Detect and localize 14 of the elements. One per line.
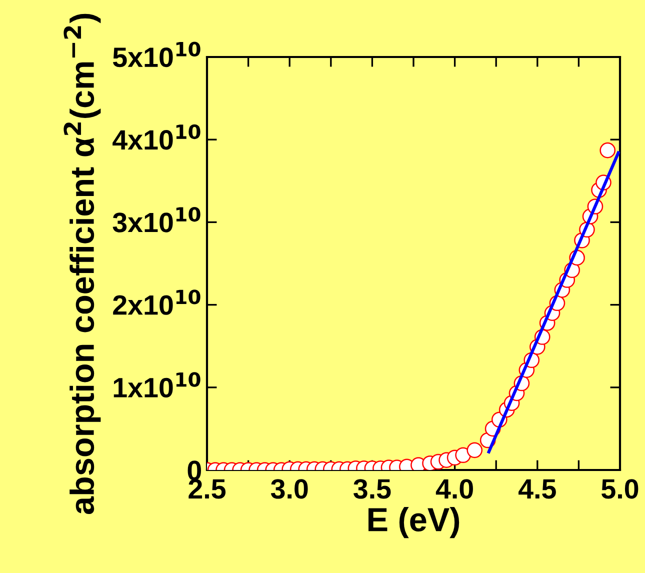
y-tick-label: 3x10$^{10}$: [112, 206, 200, 232]
y-tick-label: 4x10$^{10}$: [112, 124, 200, 150]
x-tick-label: 5.0: [602, 479, 638, 499]
y-tick-label: 0: [188, 460, 201, 480]
x-tick-label: 3.5: [354, 479, 391, 499]
x-tick-label: 4.5: [518, 479, 556, 499]
x-tick-label: 4.0: [436, 479, 473, 499]
x-tick-label: 3.0: [270, 479, 308, 499]
x-tick-label: 2.5: [188, 479, 226, 499]
y-tick-label: 2x10$^{10}$: [113, 290, 200, 315]
y-tick-label: 1x10$^{10}$: [114, 372, 200, 398]
y-axis-title: absorption coefficient α$^{2}$(cm$^{−2}$): [64, 14, 101, 514]
x-axis-title: E (eV): [368, 507, 460, 538]
y-tick-label: 5x10$^{10}$: [112, 42, 200, 68]
